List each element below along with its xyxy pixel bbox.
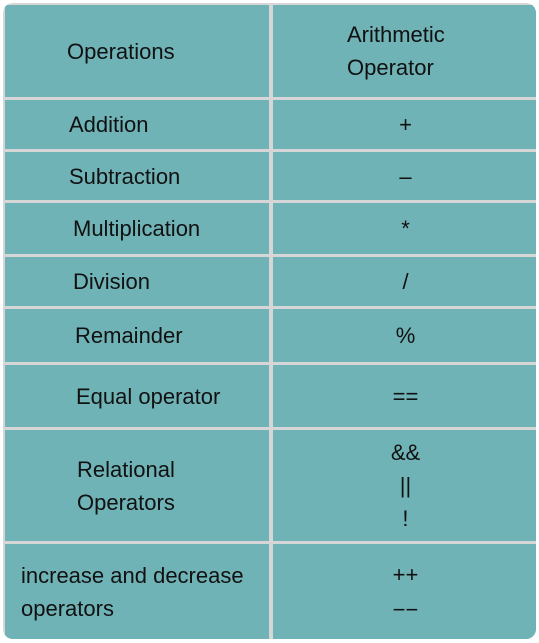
header-arithmetic-label: Arithmetic Operator xyxy=(347,22,445,80)
operator-symbol-stack: && || ! xyxy=(391,436,420,535)
operator-symbol: == xyxy=(392,383,419,409)
operation-label: Division xyxy=(73,269,151,294)
table-row-subtraction: Subtraction xyxy=(5,152,269,200)
operator-symbol: ++ xyxy=(392,562,419,587)
table-grid: Operations Arithmetic Operator Addition … xyxy=(5,5,536,639)
operator-symbol: ! xyxy=(402,506,409,531)
symbol-equal-operator: == xyxy=(273,365,536,427)
symbol-division: / xyxy=(273,257,536,306)
operator-symbol: && xyxy=(390,440,421,465)
operation-label: Remainder xyxy=(75,323,183,348)
operator-symbol: / xyxy=(402,269,409,294)
table-row-equal-operator: Equal operator xyxy=(5,365,269,427)
operation-label: Subtraction xyxy=(69,163,181,189)
table-row-addition: Addition xyxy=(5,100,269,149)
symbol-increase-decrease-operators: ++ −− xyxy=(273,544,536,639)
symbol-addition: + xyxy=(273,100,536,149)
table-row-remainder: Remainder xyxy=(5,309,269,362)
operator-symbol: −− xyxy=(392,597,419,622)
table-row-relational-operators: Relational Operators xyxy=(5,430,269,541)
table-row-multiplication: Multiplication xyxy=(5,203,269,254)
operator-symbol: * xyxy=(401,216,410,241)
symbol-subtraction: – xyxy=(273,152,536,200)
operation-label: Multiplication xyxy=(73,216,201,241)
operator-symbol-stack: ++ −− xyxy=(393,558,419,626)
operator-symbol: + xyxy=(399,112,412,137)
operator-symbol: || xyxy=(399,473,412,498)
operator-symbol: – xyxy=(399,163,412,189)
operators-table: Operations Arithmetic Operator Addition … xyxy=(3,3,536,639)
symbol-relational-operators: && || ! xyxy=(273,430,536,541)
symbol-multiplication: * xyxy=(273,203,536,254)
operator-symbol: % xyxy=(395,323,416,348)
operation-label: Equal operator xyxy=(76,383,221,409)
header-operations-label: Operations xyxy=(67,38,175,64)
header-arithmetic-operator: Arithmetic Operator xyxy=(273,5,536,97)
operation-label: increase and decrease operators xyxy=(21,563,244,621)
header-operations: Operations xyxy=(5,5,269,97)
operation-label: Addition xyxy=(69,112,149,137)
table-row-increase-decrease-operators: increase and decrease operators xyxy=(5,544,269,639)
operation-label: Relational Operators xyxy=(77,456,175,515)
symbol-remainder: % xyxy=(273,309,536,362)
table-row-division: Division xyxy=(5,257,269,306)
